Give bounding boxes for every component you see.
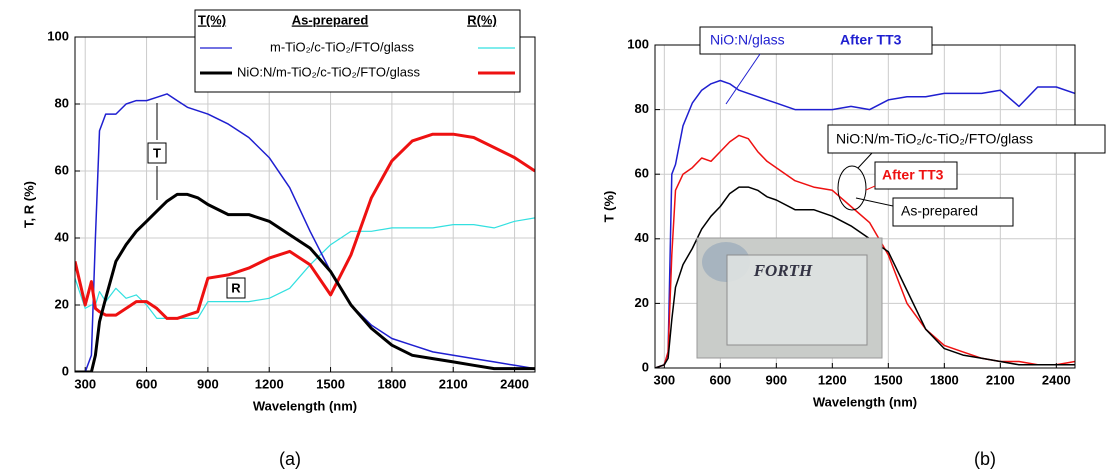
annotation: NiO:N/glass — [710, 32, 785, 48]
series-line — [75, 132, 535, 320]
legend-label: NiO:N/m-TiO₂/c-TiO₂/FTO/glass — [237, 64, 420, 79]
annotation-shapes-b — [699, 26, 1106, 227]
legend-label: m-TiO₂/c-TiO₂/FTO/glass — [270, 39, 414, 54]
x-tick-label: 600 — [136, 376, 158, 391]
x-tick-label: 900 — [197, 376, 219, 391]
legend-frame — [194, 9, 521, 93]
annotation: R — [231, 280, 241, 295]
y-tick-label: 40 — [635, 230, 649, 245]
annotation: NiO:N/m-TiO₂/c-TiO₂/FTO/glass — [836, 131, 1033, 147]
annotation-box — [147, 142, 167, 164]
y-tick-label: 60 — [635, 166, 649, 181]
x-tick-label: 1500 — [316, 376, 345, 391]
y-tick-label: 0 — [62, 363, 69, 378]
series-line — [655, 186, 1075, 368]
label-box — [699, 26, 933, 55]
y-axis-label: T, R (%) — [21, 181, 36, 228]
y-tick-label: 0 — [642, 359, 649, 374]
x-tick-label: 1200 — [818, 372, 847, 387]
x-tick-label: 1800 — [930, 372, 959, 387]
legend-box-a — [194, 9, 521, 93]
x-tick-label: 2400 — [1042, 372, 1071, 387]
x-tick-label: 2100 — [986, 372, 1015, 387]
inset-text: FORTH — [753, 261, 813, 280]
legend-header: T(%) — [198, 12, 226, 27]
x-axis-label: Wavelength (nm) — [813, 394, 917, 409]
y-tick-label: 100 — [627, 36, 649, 51]
arrow — [865, 185, 876, 191]
x-tick-label: 2100 — [439, 376, 468, 391]
x-tick-label: 300 — [653, 372, 675, 387]
annotation: After TT3 — [840, 32, 902, 48]
annotation: As-prepared — [901, 203, 978, 219]
arrow — [855, 197, 894, 207]
x-tick-label: 1200 — [255, 376, 284, 391]
series-line — [655, 79, 1075, 368]
arrow — [857, 152, 873, 169]
y-tick-label: 20 — [55, 296, 69, 311]
label-box — [874, 161, 958, 190]
annotation: After TT3 — [882, 167, 944, 183]
series-line — [75, 217, 535, 319]
legend-header: As-prepared — [292, 12, 369, 27]
series-line — [75, 192, 535, 372]
series-group — [75, 93, 535, 372]
annotation: T — [153, 145, 161, 160]
y-tick-label: 80 — [55, 95, 69, 110]
x-tick-label: 900 — [765, 372, 787, 387]
inset-chip — [726, 254, 868, 346]
y-tick-label: 20 — [635, 295, 649, 310]
annotation-box — [226, 277, 246, 299]
arrow — [725, 53, 761, 105]
x-tick-label: 1800 — [377, 376, 406, 391]
legend-header: R(%) — [467, 12, 497, 27]
ellipse — [837, 165, 867, 211]
label-box — [892, 197, 1014, 227]
x-tick-label: 300 — [74, 376, 96, 391]
y-tick-label: 80 — [635, 101, 649, 116]
panel-label: (a) — [279, 449, 301, 469]
label-box — [827, 124, 1106, 154]
series-line — [75, 93, 535, 372]
x-tick-label: 600 — [709, 372, 731, 387]
x-tick-label: 1500 — [874, 372, 903, 387]
x-axis-label: Wavelength (nm) — [253, 398, 357, 413]
series-group — [655, 79, 1075, 368]
y-tick-label: 40 — [55, 229, 69, 244]
plot-0: 0 20 40 60 80 100 300 600 900 1200 1500 1800 2100 240… — [21, 28, 536, 469]
y-tick-label: 60 — [55, 162, 69, 177]
y-tick-label: 100 — [47, 28, 69, 43]
panel-label: (b) — [974, 449, 996, 469]
y-axis-label: T (%) — [601, 191, 616, 223]
x-tick-label: 2400 — [500, 376, 529, 391]
